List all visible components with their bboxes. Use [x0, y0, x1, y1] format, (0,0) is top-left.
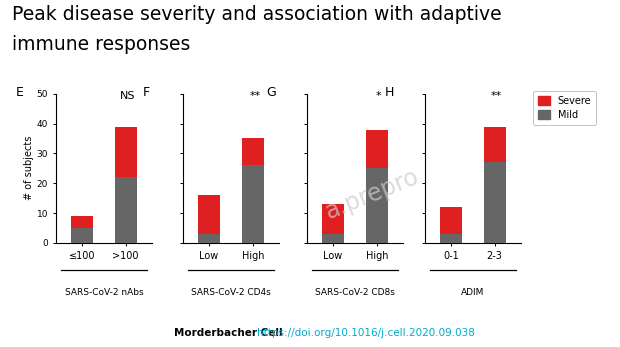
Text: ADIM: ADIM [461, 288, 484, 297]
Bar [198, 195, 220, 234]
Bar [484, 127, 505, 162]
Bar [71, 228, 93, 243]
Text: *: * [376, 91, 382, 101]
Bar [322, 234, 344, 243]
Text: Peak disease severity and association with adaptive: Peak disease severity and association wi… [12, 5, 502, 24]
Y-axis label: # of subjects: # of subjects [24, 136, 34, 201]
Bar [484, 162, 505, 243]
Text: SARS-CoV-2 nAbs: SARS-CoV-2 nAbs [64, 288, 143, 297]
Text: **: ** [491, 91, 502, 101]
Bar [366, 129, 388, 168]
Bar [115, 177, 136, 243]
Text: SARS-CoV-2 CD4s: SARS-CoV-2 CD4s [191, 288, 271, 297]
Text: a.prepro: a.prepro [322, 164, 422, 224]
Bar [71, 216, 93, 228]
Text: Morderbacher Cell: Morderbacher Cell [174, 328, 286, 338]
Text: SARS-CoV-2 CD8s: SARS-CoV-2 CD8s [315, 288, 395, 297]
Text: **: ** [249, 91, 260, 101]
Bar [322, 204, 344, 234]
Bar [242, 138, 264, 165]
Bar [115, 127, 136, 177]
Text: E: E [16, 86, 24, 99]
Bar [440, 234, 462, 243]
Bar [440, 207, 462, 234]
Text: https://doi.org/10.1016/j.cell.2020.09.038: https://doi.org/10.1016/j.cell.2020.09.0… [257, 328, 475, 338]
Text: G: G [267, 86, 277, 99]
Text: H: H [384, 86, 394, 99]
Bar [198, 234, 220, 243]
Text: F: F [143, 86, 149, 99]
Text: NS: NS [120, 91, 136, 101]
Bar [366, 168, 388, 243]
Bar [242, 165, 264, 243]
Legend: Severe, Mild: Severe, Mild [533, 91, 596, 125]
Text: immune responses: immune responses [12, 35, 191, 54]
